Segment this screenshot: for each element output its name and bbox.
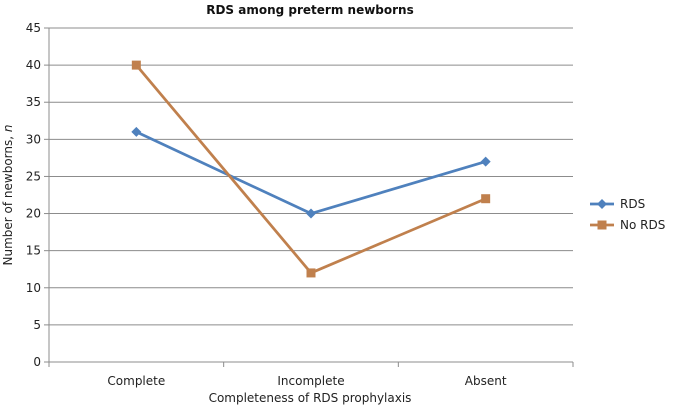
data-series bbox=[131, 60, 491, 278]
y-tick-label-0: 0 bbox=[33, 355, 41, 369]
legend-marker-no-rds bbox=[597, 220, 607, 230]
y-axis-title-variable: n bbox=[1, 125, 15, 133]
y-tick-label-40: 40 bbox=[26, 58, 41, 72]
y-tick-label-10: 10 bbox=[26, 281, 41, 295]
y-tick-label-20: 20 bbox=[26, 207, 41, 221]
series-line-no-rds bbox=[135, 64, 487, 275]
data-point-rds-incomplete bbox=[306, 208, 316, 219]
y-tick-label-15: 15 bbox=[26, 244, 41, 258]
data-point-rds-absent bbox=[480, 156, 491, 167]
gridlines bbox=[49, 27, 573, 326]
y-tick-label-30: 30 bbox=[26, 132, 41, 146]
legend-label-rds: RDS bbox=[620, 197, 645, 211]
x-tick-label-absent: Absent bbox=[465, 374, 507, 388]
x-tick-label-incomplete: Incomplete bbox=[277, 374, 344, 388]
y-tick-label-25: 25 bbox=[26, 169, 41, 183]
y-tick-label-45: 45 bbox=[26, 21, 41, 35]
y-axis-title: Number of newborns, n bbox=[1, 125, 15, 266]
data-point-no-rds-incomplete bbox=[306, 268, 316, 278]
y-tick-label-35: 35 bbox=[26, 95, 41, 109]
data-point-no-rds-complete bbox=[131, 60, 141, 70]
x-tick-labels: Complete Incomplete Absent bbox=[107, 374, 506, 388]
data-point-rds-complete bbox=[131, 126, 142, 137]
chart-title: RDS among preterm newborns bbox=[206, 3, 414, 17]
series-line-rds bbox=[135, 130, 487, 215]
y-tick-labels: 0 5 10 15 20 25 30 35 40 45 bbox=[26, 21, 41, 369]
axes bbox=[44, 27, 574, 367]
y-tick-label-5: 5 bbox=[33, 318, 41, 332]
legend: RDS No RDS bbox=[590, 197, 665, 232]
legend-label-no-rds: No RDS bbox=[620, 218, 665, 232]
y-axis-title-main: Number of newborns, bbox=[1, 132, 15, 265]
legend-marker-rds bbox=[597, 199, 607, 209]
x-tick-label-complete: Complete bbox=[107, 374, 165, 388]
data-point-no-rds-absent bbox=[481, 194, 491, 204]
x-axis-title: Completeness of RDS prophylaxis bbox=[209, 391, 412, 405]
